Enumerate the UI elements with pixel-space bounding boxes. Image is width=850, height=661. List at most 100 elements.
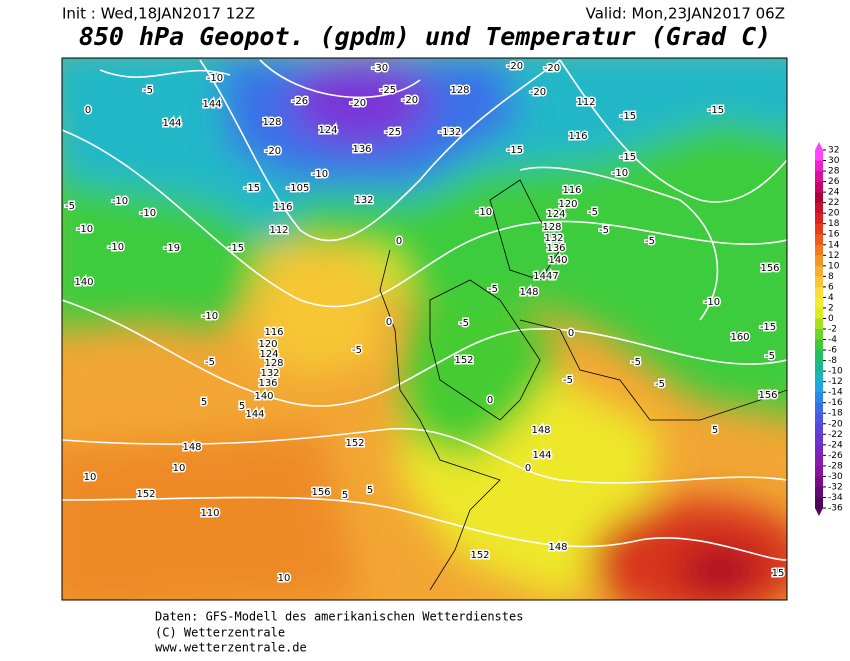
contour-label: 128	[264, 358, 283, 369]
colorbar-swatch	[815, 371, 823, 383]
contour-label: -15	[228, 243, 244, 254]
contour-label: 156	[311, 487, 330, 498]
contour-label: -15	[620, 152, 636, 163]
contour-label: 152	[345, 438, 364, 449]
contour-label: 128	[542, 222, 561, 233]
contour-label: 160	[730, 332, 749, 343]
contour-label: 144	[245, 409, 264, 420]
contour-label: 132	[544, 233, 563, 244]
colorbar-label: -2	[828, 325, 837, 335]
contour-label: 136	[258, 378, 277, 389]
contour-label: -15	[507, 145, 523, 156]
contour-label: 5	[342, 490, 348, 501]
colorbar-label: -20	[828, 419, 843, 429]
contour-label: 124	[318, 125, 337, 136]
colorbar-label: 22	[828, 198, 839, 208]
contour-label: 120	[558, 199, 577, 210]
contour-label: -20	[544, 63, 560, 74]
contour-label: -10	[476, 207, 492, 218]
contour-label: -20	[350, 98, 366, 109]
colorbar-label: 20	[828, 209, 840, 219]
colorbar-label: -32	[828, 482, 843, 492]
init-time: Init : Wed,18JAN2017 12Z	[62, 5, 255, 23]
footer-line: Daten: GFS-Modell des amerikanischen Wet…	[155, 610, 523, 624]
contour-label: -25	[380, 85, 396, 96]
colorbar-label: 30	[828, 156, 840, 166]
contour-label: 0	[568, 328, 574, 339]
contour-label: 128	[450, 85, 469, 96]
contour-label: 112	[269, 225, 288, 236]
contour-label: 5	[367, 485, 373, 496]
colorbar-swatch	[815, 307, 823, 319]
colorbar-label: 32	[828, 146, 839, 156]
colorbar-tip	[815, 142, 823, 150]
colorbar-swatch	[815, 276, 823, 288]
colorbar-tip	[815, 508, 823, 516]
contour-label: -15	[760, 322, 776, 333]
contour-label: 152	[470, 550, 489, 561]
contour-label: -20	[530, 87, 546, 98]
contour-label: 132	[354, 195, 373, 206]
contour-label: 0	[396, 236, 402, 247]
colorbar-swatch	[815, 476, 823, 488]
colorbar-swatch	[815, 286, 823, 298]
colorbar-label: -14	[828, 388, 843, 398]
colorbar-swatch	[815, 465, 823, 477]
colorbar-label: -8	[828, 356, 837, 366]
contour-label: -10	[704, 297, 720, 308]
colorbar-swatch	[815, 265, 823, 277]
contour-label: 10	[278, 573, 291, 584]
contour-label: 144	[532, 450, 551, 461]
colorbar-swatch	[815, 402, 823, 414]
map-title: 850 hPa Geopot. (gpdm) und Temperatur (G…	[79, 22, 771, 51]
colorbar-label: -22	[828, 430, 843, 440]
contour-label: 5	[239, 401, 245, 412]
contour-label: 116	[264, 327, 283, 338]
contour-label: -5	[765, 351, 775, 362]
footer-line: www.wetterzentrale.de	[155, 641, 307, 655]
contour-label: 15	[772, 568, 785, 579]
colorbar-label: -12	[828, 377, 843, 387]
colorbar-swatch	[815, 392, 823, 404]
contour-label: 148	[182, 442, 201, 453]
colorbar-label: 4	[828, 293, 834, 303]
contour-label: 0	[487, 395, 493, 406]
contour-label: 148	[519, 287, 538, 298]
contour-label: 116	[273, 202, 292, 213]
colorbar-swatch	[815, 171, 823, 183]
colorbar-swatch	[815, 318, 823, 330]
contour-label: -5	[645, 236, 655, 247]
contour-label: 116	[562, 185, 581, 196]
colorbar-label: -36	[828, 504, 843, 514]
contour-label: 152	[454, 355, 473, 366]
colorbar-label: -16	[828, 398, 843, 408]
contour-label: -10	[207, 73, 223, 84]
colorbar-swatch	[815, 444, 823, 456]
colorbar-swatch	[815, 413, 823, 425]
colorbar-swatch	[815, 160, 823, 172]
colorbar-swatch	[815, 329, 823, 341]
contour-label: -5	[352, 345, 362, 356]
colorbar-label: -4	[828, 335, 837, 345]
colorbar-swatch	[815, 497, 823, 509]
contour-label: -5	[65, 201, 75, 212]
contour-label: -20	[402, 95, 418, 106]
colorbar-label: 12	[828, 251, 839, 261]
contour-label: 132	[260, 368, 279, 379]
contour-label: 140	[74, 277, 93, 288]
colorbar-swatch	[815, 339, 823, 351]
colorbar-label: 6	[828, 282, 834, 292]
colorbar-swatch	[815, 150, 823, 162]
colorbar-swatch	[815, 234, 823, 246]
contour-label: -30	[372, 63, 388, 74]
colorbar-label: -24	[828, 440, 843, 450]
colorbar-label: 10	[828, 261, 840, 271]
map-frame	[61, 57, 788, 601]
colorbar-label: 2	[828, 303, 834, 313]
colorbar-swatch	[815, 297, 823, 309]
colorbar-label: -26	[828, 451, 843, 461]
colorbar-label: 24	[828, 188, 840, 198]
contour-label: -10	[312, 169, 328, 180]
